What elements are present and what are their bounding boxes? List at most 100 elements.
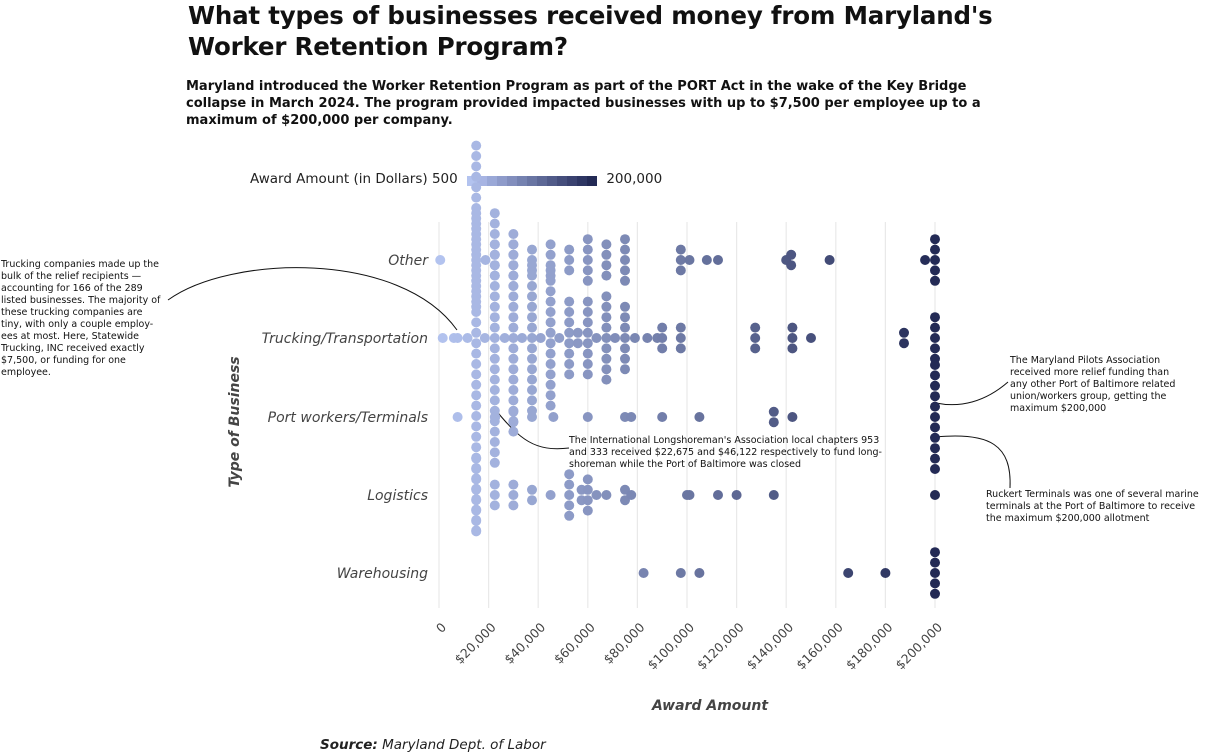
data-point	[471, 411, 482, 421]
data-point	[479, 333, 490, 343]
data-point	[471, 265, 482, 276]
data-point	[471, 431, 482, 442]
data-point	[508, 395, 519, 406]
data-point	[768, 490, 779, 500]
data-point	[527, 364, 537, 375]
data-point	[713, 490, 723, 500]
legend-min-label: 500	[431, 171, 458, 187]
legend-swatch	[537, 176, 548, 186]
data-point	[489, 479, 500, 490]
data-point	[471, 327, 482, 338]
data-point	[489, 395, 500, 406]
data-point	[527, 244, 537, 255]
data-point	[508, 333, 519, 343]
legend-swatch	[507, 176, 518, 186]
data-point	[535, 333, 546, 343]
x-tick-label: $80,000	[600, 619, 647, 666]
data-point	[657, 343, 668, 354]
data-point	[731, 490, 742, 500]
color-legend: Award Amount (in Dollars) 500 200,000	[250, 171, 662, 187]
data-point	[545, 359, 556, 369]
data-point	[545, 239, 556, 250]
data-point	[508, 322, 519, 333]
data-point	[930, 443, 940, 454]
source-text: Maryland Dept. of Labor	[382, 737, 546, 753]
data-point	[471, 526, 482, 537]
data-point	[582, 307, 593, 317]
data-point	[508, 249, 519, 260]
data-point	[564, 244, 575, 255]
data-point	[694, 412, 705, 422]
data-point	[786, 249, 797, 260]
data-point	[582, 495, 593, 506]
data-point	[694, 568, 705, 578]
data-point	[527, 322, 537, 333]
data-point	[508, 312, 519, 323]
data-point	[471, 192, 482, 203]
legend-max-label: 200,000	[606, 171, 663, 187]
data-point	[471, 348, 482, 359]
data-point	[508, 281, 519, 291]
chart-subtitle: Maryland introduced the Worker Retention…	[186, 79, 981, 128]
data-point	[564, 317, 575, 328]
data-point	[489, 312, 500, 323]
data-point	[620, 353, 630, 364]
data-point	[930, 557, 940, 568]
data-point	[657, 412, 668, 422]
data-point	[527, 281, 537, 291]
data-point	[930, 343, 940, 354]
legend-swatch	[557, 176, 568, 186]
data-point	[572, 338, 583, 349]
data-point	[601, 343, 612, 354]
data-point	[471, 379, 482, 390]
data-point	[471, 234, 482, 245]
legend-label: Award Amount (in Dollars)	[250, 171, 428, 187]
data-point	[435, 255, 446, 265]
data-point	[489, 333, 500, 343]
data-point	[452, 412, 463, 422]
data-point	[508, 500, 519, 511]
x-tick-label: $60,000	[551, 619, 598, 666]
data-point	[508, 426, 519, 437]
data-point	[471, 307, 482, 317]
data-point	[713, 255, 723, 265]
data-point	[675, 322, 686, 333]
data-point	[899, 338, 909, 349]
data-point	[675, 333, 686, 343]
data-point	[806, 333, 816, 343]
data-point	[601, 364, 612, 375]
data-point	[545, 317, 556, 328]
annotation-ruckert: Ruckert Terminals was one of several mar…	[986, 489, 1199, 524]
data-point	[489, 249, 500, 260]
data-point	[471, 255, 482, 265]
data-point	[489, 500, 500, 511]
data-point	[601, 291, 612, 302]
data-point	[768, 406, 779, 417]
x-tick-label: 0	[433, 619, 449, 635]
data-point	[527, 395, 537, 406]
data-point	[601, 312, 612, 323]
data-point	[564, 348, 575, 359]
data-point	[601, 322, 612, 333]
x-tick-label: $200,000	[892, 619, 945, 672]
data-point	[620, 312, 630, 323]
data-point	[787, 343, 798, 354]
data-point	[508, 490, 519, 500]
data-point	[930, 255, 940, 265]
data-point	[610, 333, 621, 343]
data-point	[527, 374, 537, 385]
source-prefix: Source:	[320, 737, 378, 753]
x-tick-label: $100,000	[644, 619, 697, 672]
data-point	[489, 353, 500, 364]
data-point	[545, 286, 556, 297]
data-point	[490, 412, 501, 422]
data-point	[527, 353, 537, 364]
data-point	[471, 296, 482, 307]
data-point	[508, 229, 519, 239]
data-point	[657, 322, 668, 333]
data-point	[930, 360, 940, 370]
data-point	[508, 364, 519, 375]
data-point	[489, 291, 500, 302]
data-point	[582, 327, 593, 338]
data-point	[629, 333, 640, 343]
